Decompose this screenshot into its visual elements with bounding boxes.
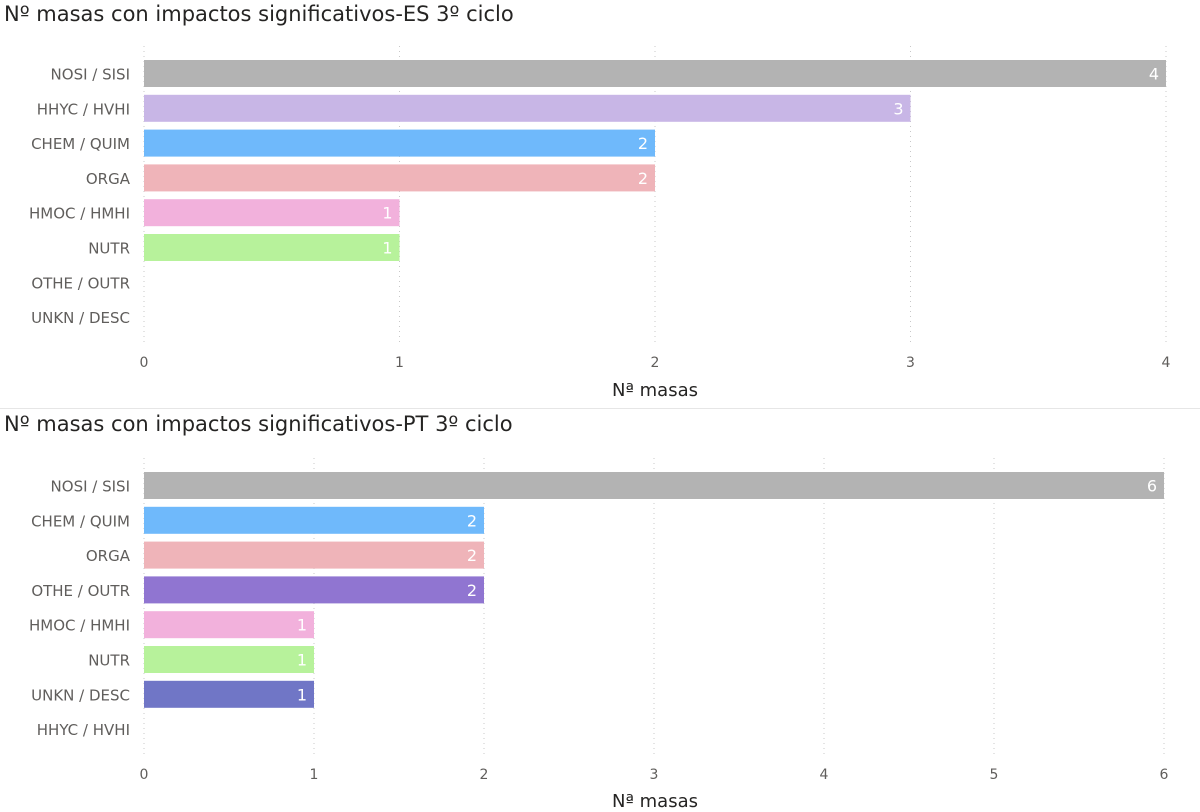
x-tick-label: 4 xyxy=(820,767,829,783)
category-label: UNKN / DESC xyxy=(31,309,130,327)
bar-chart-es: 0 1 2 3 4 NOSI / SISI 4 HHYC / HVHI 3 CHEM / QUIM… xyxy=(29,46,1171,401)
category-label: OTHE / OUTR xyxy=(31,274,130,292)
category-label: NUTR xyxy=(88,240,130,258)
x-tick-label: 5 xyxy=(990,767,999,783)
x-tick-label: 2 xyxy=(480,767,489,783)
category-label: CHEM / QUIM xyxy=(31,135,130,153)
data-label: 1 xyxy=(382,239,392,258)
bar[interactable] xyxy=(144,60,1166,87)
category-label: ORGA xyxy=(86,547,131,565)
category-label: HHYC / HVHI xyxy=(37,721,130,739)
data-label: 1 xyxy=(382,204,392,223)
data-label: 1 xyxy=(297,651,307,670)
bar[interactable] xyxy=(144,576,484,604)
data-label: 2 xyxy=(467,581,477,600)
x-tick-label: 0 xyxy=(140,355,149,371)
bar[interactable] xyxy=(144,611,314,639)
bar-chart-pt: 0 1 2 3 4 5 6 NOSI / SISI 6 CHEM / QUIM 2 ORGA 2 OTHE… xyxy=(29,458,1169,812)
bar[interactable] xyxy=(144,472,1164,499)
bar[interactable] xyxy=(144,234,400,261)
data-label: 6 xyxy=(1147,477,1157,496)
data-label: 3 xyxy=(893,99,903,118)
chart-title-es: Nº masas con impactos significativos-ES … xyxy=(4,2,514,26)
data-label: 2 xyxy=(467,546,477,565)
bar[interactable] xyxy=(144,94,911,122)
x-tick-label: 6 xyxy=(1160,767,1169,783)
bar[interactable] xyxy=(144,680,314,708)
data-label: 1 xyxy=(297,685,307,704)
data-label: 2 xyxy=(638,134,648,153)
x-tick-label: 3 xyxy=(906,355,915,371)
bar[interactable] xyxy=(144,129,655,157)
data-label: 1 xyxy=(297,616,307,635)
chart-panel-es: Nº masas con impactos significativos-ES … xyxy=(4,2,1171,401)
category-label: ORGA xyxy=(86,170,131,188)
data-label: 4 xyxy=(1149,65,1159,84)
data-label: 2 xyxy=(638,169,648,188)
category-label: HHYC / HVHI xyxy=(37,100,130,118)
data-label: 2 xyxy=(467,511,477,530)
x-axis-title: Nª masas xyxy=(612,380,698,401)
x-tick-label: 0 xyxy=(140,767,149,783)
category-label: CHEM / QUIM xyxy=(31,512,130,530)
category-label: HMOC / HMHI xyxy=(29,205,130,223)
category-label: HMOC / HMHI xyxy=(29,617,130,635)
bar[interactable] xyxy=(144,506,484,534)
bar[interactable] xyxy=(144,164,655,192)
x-tick-label: 1 xyxy=(310,767,319,783)
bar[interactable] xyxy=(144,199,400,227)
category-label: OTHE / OUTR xyxy=(31,582,130,600)
x-tick-label: 3 xyxy=(650,767,659,783)
chart-panel-pt: Nº masas con impactos significativos-PT … xyxy=(0,410,1200,812)
x-tick-label: 2 xyxy=(651,355,660,371)
x-tick-label: 4 xyxy=(1162,355,1171,371)
bar[interactable] xyxy=(144,541,484,569)
panel-divider xyxy=(0,408,1200,409)
category-label: NOSI / SISI xyxy=(51,478,130,496)
category-label: NUTR xyxy=(88,652,130,670)
x-axis-title: Nª masas xyxy=(612,791,698,812)
category-label: NOSI / SISI xyxy=(51,66,130,84)
x-tick-label: 1 xyxy=(395,355,404,371)
chart-title-pt: Nº masas con impactos significativos-PT … xyxy=(4,412,513,436)
category-label: UNKN / DESC xyxy=(31,686,130,704)
bar[interactable] xyxy=(144,646,314,673)
